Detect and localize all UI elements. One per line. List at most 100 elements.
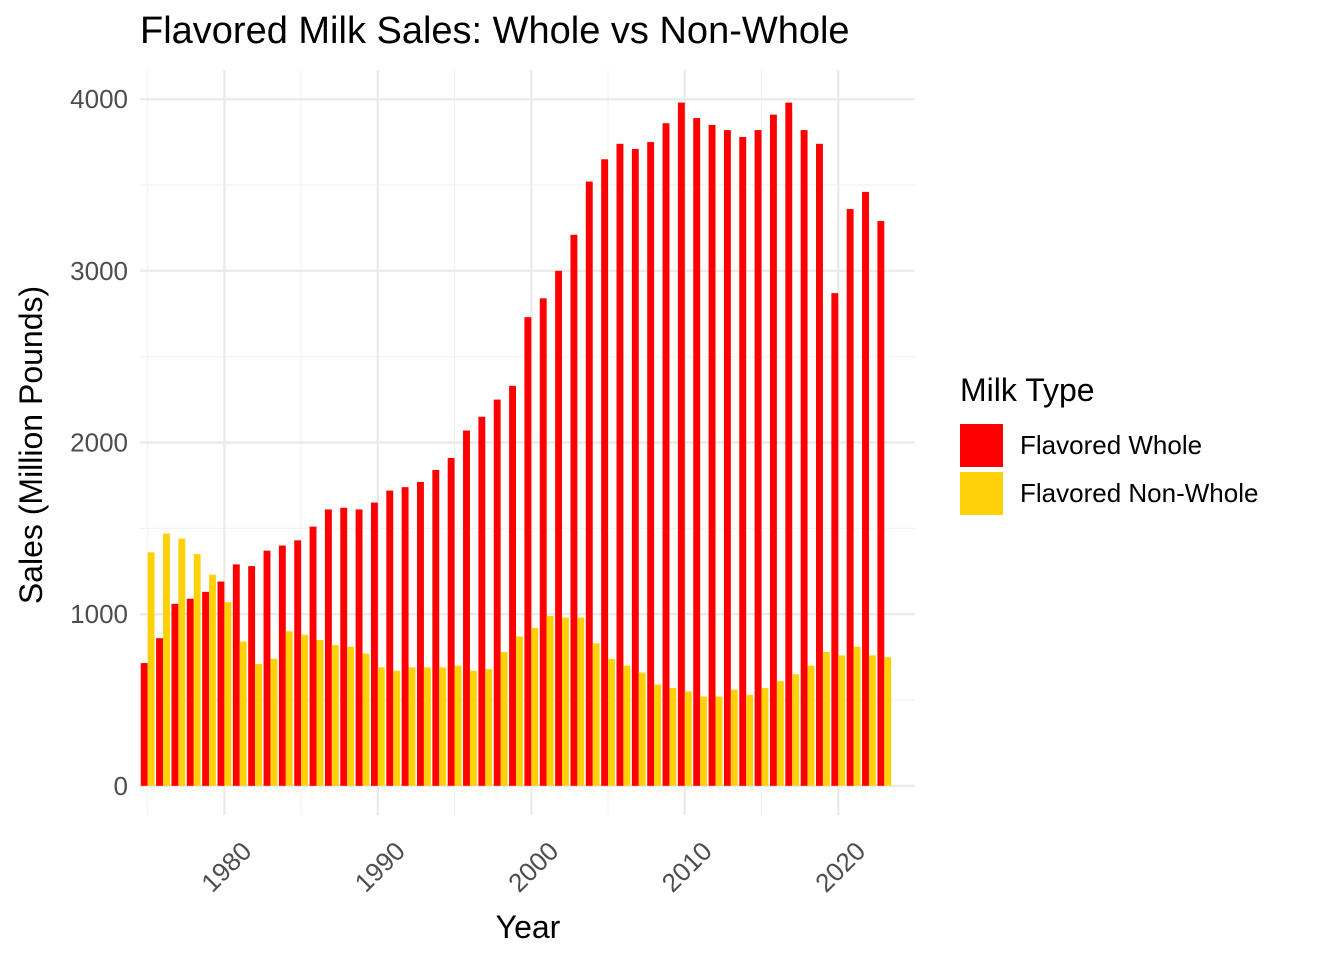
- y-tick-label-0: 0: [114, 771, 128, 801]
- bar-flavored-whole-2012: [708, 124, 716, 786]
- bar-flavored-non-whole-2017: [792, 674, 800, 786]
- bar-flavored-whole-1998: [493, 399, 501, 786]
- bar-flavored-non-whole-1975: [147, 552, 155, 786]
- bar-flavored-non-whole-2003: [577, 617, 585, 786]
- bar-flavored-whole-1999: [509, 385, 516, 786]
- bar-flavored-non-whole-2004: [592, 643, 600, 786]
- bar-flavored-non-whole-2002: [562, 617, 569, 786]
- bar-flavored-whole-1978: [186, 598, 194, 786]
- bar-flavored-non-whole-1978: [193, 554, 201, 786]
- bar-flavored-whole-1988: [340, 507, 348, 786]
- bar-flavored-whole-2006: [616, 143, 624, 786]
- bar-flavored-non-whole-2010: [684, 691, 692, 786]
- x-axis-title: Year: [496, 909, 561, 945]
- bar-flavored-non-whole-1988: [347, 646, 355, 786]
- bar-flavored-non-whole-2001: [546, 615, 554, 786]
- y-tick-label-4000: 4000: [70, 84, 128, 114]
- bar-flavored-whole-2017: [785, 102, 793, 786]
- bar-flavored-non-whole-1979: [209, 574, 216, 786]
- x-tick-label-2000: 2000: [502, 836, 564, 898]
- bar-flavored-non-whole-1998: [500, 651, 508, 786]
- bar-flavored-non-whole-1980: [224, 602, 232, 786]
- bar-flavored-non-whole-1983: [270, 658, 278, 786]
- y-tick-label-2000: 2000: [70, 428, 128, 458]
- bar-flavored-whole-1976: [156, 638, 164, 786]
- bar-flavored-non-whole-1989: [362, 653, 370, 786]
- bar-flavored-non-whole-2007: [638, 672, 646, 786]
- bar-flavored-non-whole-2009: [669, 687, 677, 786]
- bar-flavored-whole-2015: [754, 130, 762, 786]
- bar-flavored-whole-1993: [417, 481, 424, 786]
- bar-flavored-non-whole-1997: [485, 669, 493, 786]
- bar-flavored-non-whole-1996: [469, 670, 477, 786]
- bar-flavored-whole-2000: [524, 317, 532, 786]
- bar-flavored-whole-1986: [309, 526, 317, 786]
- bar-flavored-non-whole-1990: [377, 667, 385, 786]
- legend-label-flavored-whole: Flavored Whole: [1020, 429, 1203, 460]
- bar-flavored-whole-2005: [601, 159, 609, 786]
- bar-flavored-whole-1977: [171, 603, 179, 786]
- bar-flavored-non-whole-2021: [853, 646, 861, 786]
- bar-flavored-whole-2010: [677, 102, 685, 786]
- legend-title: Milk Type: [960, 372, 1095, 408]
- bar-flavored-non-whole-2015: [761, 687, 769, 786]
- bar-flavored-whole-2016: [769, 114, 777, 786]
- bar-flavored-whole-2018: [800, 130, 808, 786]
- bar-flavored-whole-1985: [294, 540, 302, 786]
- legend-label-flavored-non-whole: Flavored Non-Whole: [1020, 477, 1259, 508]
- bar-flavored-whole-1989: [355, 509, 363, 786]
- bar-flavored-non-whole-2013: [730, 689, 738, 786]
- x-tick-label-2020: 2020: [809, 836, 871, 898]
- bar-flavored-whole-2008: [647, 142, 655, 786]
- bar-flavored-whole-2013: [723, 130, 731, 786]
- bar-flavored-non-whole-1995: [454, 665, 462, 786]
- bar-flavored-non-whole-2005: [608, 658, 615, 786]
- bar-flavored-whole-2020: [831, 293, 839, 786]
- bar-flavored-whole-1979: [202, 591, 210, 786]
- bar-flavored-non-whole-1984: [285, 631, 293, 786]
- bar-flavored-whole-1996: [463, 430, 470, 786]
- bar-flavored-non-whole-2016: [776, 681, 784, 786]
- bar-flavored-non-whole-1982: [255, 663, 263, 786]
- bar-flavored-whole-1984: [278, 545, 286, 786]
- bar-flavored-non-whole-2023: [884, 657, 892, 786]
- bar-flavored-non-whole-2006: [623, 665, 631, 786]
- y-axis-title: Sales (Million Pounds): [13, 286, 49, 604]
- bar-flavored-whole-2003: [570, 234, 578, 786]
- legend: Milk Type Flavored Whole Flavored Non-Wh…: [960, 372, 1258, 517]
- bar-flavored-non-whole-1994: [439, 667, 447, 786]
- bar-flavored-non-whole-1985: [301, 634, 309, 786]
- bar-flavored-whole-1991: [386, 490, 394, 786]
- bar-flavored-non-whole-2014: [746, 694, 754, 786]
- bar-flavored-non-whole-2011: [700, 696, 708, 786]
- bar-flavored-non-whole-1987: [331, 645, 339, 786]
- bar-flavored-whole-1990: [370, 502, 378, 786]
- bar-flavored-whole-2002: [555, 270, 563, 786]
- bar-flavored-non-whole-2019: [822, 651, 830, 786]
- x-tick-label-1990: 1990: [349, 836, 411, 898]
- bar-flavored-non-whole-2012: [715, 696, 723, 786]
- bar-flavored-whole-2004: [585, 181, 593, 786]
- x-tick-labels: 1980 1990 2000 2010 2020: [195, 836, 871, 898]
- y-tick-label-1000: 1000: [70, 599, 128, 629]
- bar-flavored-non-whole-1993: [423, 667, 431, 786]
- bar-flavored-whole-2011: [693, 118, 701, 786]
- legend-item-flavored-whole: Flavored Whole: [960, 421, 1258, 469]
- bar-flavored-non-whole-1981: [239, 641, 247, 786]
- bar-flavored-non-whole-1999: [515, 636, 523, 786]
- bar-flavored-whole-1982: [248, 566, 256, 786]
- bar-flavored-whole-1975: [140, 663, 148, 786]
- bar-flavored-whole-2021: [846, 209, 854, 786]
- bar-flavored-non-whole-1991: [393, 670, 401, 786]
- bar-flavored-whole-1983: [263, 550, 271, 786]
- bar-flavored-whole-2023: [877, 221, 885, 786]
- bar-flavored-whole-2014: [739, 136, 747, 786]
- legend-item-flavored-non-whole: Flavored Non-Whole: [960, 469, 1258, 517]
- y-tick-labels: 0 1000 2000 3000 4000: [70, 84, 128, 801]
- bar-flavored-whole-2007: [631, 148, 639, 786]
- bar-flavored-whole-1995: [447, 457, 455, 786]
- bar-flavored-whole-1980: [217, 581, 225, 786]
- bar-flavored-whole-2001: [539, 298, 547, 786]
- bar-flavored-non-whole-2018: [807, 665, 815, 786]
